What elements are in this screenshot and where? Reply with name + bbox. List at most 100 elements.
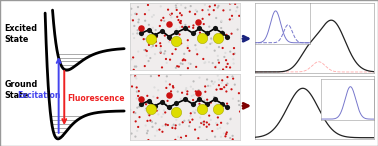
Point	[221, 132, 227, 135]
Point	[163, 87, 169, 89]
Point	[200, 58, 206, 60]
Point	[143, 103, 149, 105]
Point	[201, 62, 208, 64]
Point	[144, 50, 150, 52]
Point	[188, 86, 194, 88]
Point	[144, 54, 150, 57]
Point	[158, 52, 164, 54]
Point	[156, 74, 162, 77]
Point	[191, 94, 197, 96]
Point	[158, 45, 164, 47]
Point	[232, 52, 238, 55]
Point	[149, 16, 155, 18]
Point	[174, 40, 180, 42]
Point	[162, 34, 168, 37]
Point	[177, 21, 183, 23]
Point	[233, 10, 239, 12]
Point	[173, 119, 179, 121]
Point	[225, 76, 231, 78]
Point	[211, 9, 217, 11]
Point	[190, 88, 196, 90]
Point	[169, 40, 175, 43]
Point	[149, 126, 155, 128]
Point	[166, 106, 172, 108]
Point	[235, 100, 242, 102]
Point	[150, 27, 156, 29]
Point	[161, 20, 167, 22]
Point	[156, 108, 162, 111]
Point	[143, 107, 149, 110]
Point	[190, 99, 196, 101]
Point	[148, 37, 154, 40]
Point	[135, 6, 141, 8]
Point	[230, 77, 236, 80]
Point	[227, 66, 233, 69]
Point	[136, 105, 142, 108]
Point	[213, 122, 219, 124]
Point	[133, 13, 139, 15]
Point	[174, 102, 180, 105]
Point	[162, 111, 168, 114]
Point	[177, 33, 183, 36]
Point	[186, 119, 192, 122]
Point	[132, 65, 138, 68]
Point	[215, 6, 221, 9]
Point	[183, 89, 189, 91]
Point	[197, 116, 203, 119]
Point	[213, 34, 219, 36]
Point	[169, 53, 175, 55]
Point	[214, 103, 220, 105]
Point	[168, 21, 174, 23]
Point	[127, 18, 133, 21]
Point	[143, 124, 149, 127]
Point	[221, 86, 227, 88]
Point	[136, 90, 142, 92]
Point	[228, 118, 234, 120]
Point	[219, 30, 225, 32]
Point	[165, 107, 171, 109]
Point	[132, 135, 138, 138]
Point	[134, 91, 140, 93]
Point	[188, 112, 194, 114]
Point	[225, 122, 231, 125]
Point	[212, 135, 218, 138]
Point	[217, 127, 223, 129]
Point	[193, 48, 199, 51]
Text: Excited
State: Excited State	[5, 24, 37, 44]
Point	[209, 42, 215, 44]
Point	[234, 6, 240, 8]
Point	[136, 18, 142, 21]
Point	[222, 52, 228, 54]
Point	[148, 107, 154, 109]
Point	[179, 26, 185, 28]
Point	[138, 31, 144, 34]
Point	[210, 83, 216, 85]
Point	[204, 126, 210, 128]
Point	[174, 31, 180, 34]
Point	[153, 29, 159, 31]
Point	[146, 24, 152, 26]
Point	[186, 125, 192, 127]
Point	[166, 23, 172, 26]
Point	[200, 35, 206, 37]
Point	[138, 32, 144, 34]
Point	[192, 112, 198, 114]
Point	[145, 4, 151, 6]
Point	[172, 139, 178, 141]
Point	[145, 113, 151, 115]
Point	[187, 5, 194, 7]
Point	[215, 59, 221, 61]
Point	[227, 9, 233, 11]
Point	[195, 21, 201, 23]
Point	[160, 125, 166, 127]
Point	[216, 46, 222, 48]
Point	[164, 75, 170, 78]
Point	[172, 127, 178, 130]
Point	[192, 128, 198, 131]
Point	[206, 13, 212, 16]
Point	[229, 33, 235, 35]
Point	[178, 42, 184, 45]
Point	[228, 2, 234, 5]
Point	[130, 33, 136, 35]
Point	[201, 37, 207, 40]
